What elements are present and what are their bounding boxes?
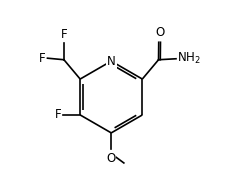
Text: F: F [55,108,61,121]
Text: O: O [155,26,164,39]
Text: NH$_2$: NH$_2$ [177,51,201,66]
Text: F: F [39,52,46,65]
Text: O: O [107,152,116,165]
Text: N: N [107,55,116,68]
Text: F: F [61,28,67,41]
